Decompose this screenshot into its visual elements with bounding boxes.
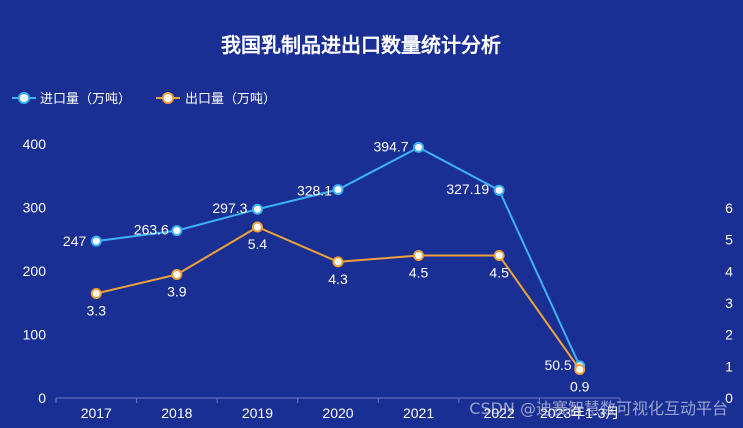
import-data-point: [251, 203, 263, 215]
y-right-tick-label: 5: [725, 232, 733, 248]
y-left-tick-label: 0: [38, 390, 46, 406]
legend-import-marker-icon: [18, 92, 30, 104]
import-data-label: 297.3: [212, 200, 247, 216]
export-data-label: 3.3: [87, 303, 107, 319]
x-tick-label: 2020: [322, 405, 353, 421]
export-data-point: [574, 364, 586, 375]
export-data-label: 4.5: [489, 265, 509, 281]
export-data-point: [493, 250, 505, 261]
export-data-label: 3.9: [167, 284, 187, 300]
x-tick-label: 2023年1-3月: [540, 405, 619, 421]
watermark: CSDN @迪赛智慧数可视化互动平台: [469, 399, 728, 418]
y-left-tick-label: 300: [23, 200, 47, 216]
export-data-label: 4.3: [328, 271, 348, 287]
export-data-label: 0.9: [570, 379, 590, 395]
legend-export-marker-icon: [162, 92, 174, 104]
y-right-tick-label: 4: [725, 263, 733, 279]
y-right-tick-label: 3: [725, 295, 733, 311]
y-left-tick-label: 400: [23, 136, 47, 152]
import-data-label: 247: [63, 233, 87, 249]
y-left-tick-label: 200: [23, 263, 47, 279]
import-data-label: 327.19: [446, 181, 489, 197]
import-data-point: [413, 141, 425, 153]
x-tick-label: 2021: [403, 405, 434, 421]
y-right-tick-label: 1: [725, 358, 733, 374]
legend-item-export[interactable]: 出口量（万吨）: [156, 92, 276, 107]
export-data-point: [90, 288, 102, 299]
legend[interactable]: 进口量（万吨） 出口量（万吨）: [12, 92, 276, 107]
import-data-point: [171, 225, 183, 237]
legend-import-label: 进口量（万吨）: [40, 92, 131, 107]
import-data-label: 394.7: [374, 138, 409, 154]
y-left-tick-label: 100: [23, 327, 47, 343]
y-right-tick-label: 2: [725, 327, 733, 343]
x-tick-label: 2017: [81, 405, 112, 421]
legend-export-label: 出口量（万吨）: [185, 92, 276, 107]
legend-item-import[interactable]: 进口量（万吨）: [12, 92, 131, 107]
series-import: 247 263.6 297.3 328.1 394.7 327.19 50.5: [63, 138, 586, 373]
x-tick-label: 2022: [484, 405, 515, 421]
chart-title: 我国乳制品进出口数量统计分析: [221, 33, 501, 57]
export-data-point: [332, 256, 344, 268]
import-data-point: [493, 184, 505, 196]
export-data-label: 5.4: [248, 236, 268, 252]
export-data-point: [171, 269, 183, 280]
x-tick-label: 2018: [161, 405, 192, 421]
export-data-point: [251, 221, 263, 233]
export-data-point: [413, 250, 425, 261]
import-data-label: 328.1: [297, 183, 332, 199]
export-data-label: 4.5: [409, 265, 429, 281]
y-right-tick-label: 0: [725, 390, 733, 406]
import-data-point: [90, 235, 102, 247]
import-data-label: 263.6: [134, 222, 169, 238]
x-tick-label: 2019: [242, 405, 273, 421]
y-right-tick-label: 6: [725, 200, 733, 216]
axes: 2017 2018 2019 2020 2021 2022 2023年1-3月0100200…: [23, 136, 733, 421]
import-data-label: 50.5: [544, 357, 571, 373]
series-export: 3.3 3.9 5.4 4.3 4.5 4.5 0.9: [87, 221, 590, 395]
import-data-point: [332, 184, 344, 196]
